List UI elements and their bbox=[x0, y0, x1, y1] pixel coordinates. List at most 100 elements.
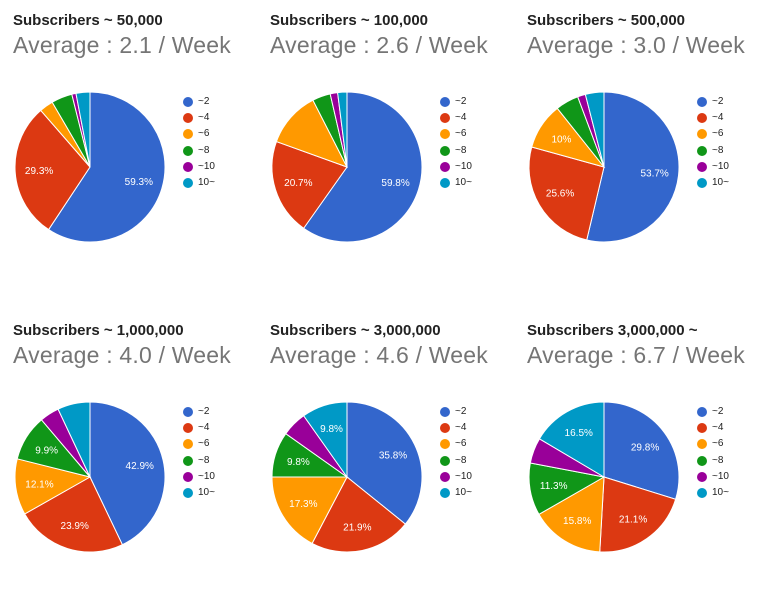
slice-data-label: 53.7% bbox=[640, 168, 668, 179]
legend-label: ~6 bbox=[455, 438, 467, 450]
legend-swatch bbox=[183, 439, 193, 450]
pie-chart: 35.8% 21.9% 17.3% 9.8% 9.8% bbox=[271, 401, 423, 553]
legend-swatch bbox=[440, 471, 450, 482]
chart-title: Subscribers 3,000,000 ~ bbox=[527, 322, 698, 339]
legend-label: ~10 bbox=[712, 160, 729, 172]
legend-label: 10~ bbox=[455, 176, 472, 188]
legend-label: 10~ bbox=[198, 486, 215, 498]
legend-label: ~8 bbox=[712, 144, 724, 156]
legend-swatch bbox=[697, 113, 707, 124]
legend-label: 10~ bbox=[198, 176, 215, 188]
pie-chart-panel: Subscribers ~ 500,000 Average : 3.0 / We… bbox=[527, 12, 761, 292]
pie-chart: 59.3% 29.3% bbox=[14, 91, 166, 243]
pie-slice-4 bbox=[14, 109, 91, 231]
legend-swatch bbox=[440, 487, 450, 498]
legend-swatch bbox=[183, 487, 193, 498]
legend-label: ~4 bbox=[712, 422, 724, 434]
legend-swatch bbox=[440, 439, 450, 450]
chart-title: Subscribers ~ 100,000 bbox=[270, 12, 429, 29]
legend-label: ~8 bbox=[712, 454, 724, 466]
legend-swatch bbox=[440, 407, 450, 417]
legend-label: 10~ bbox=[712, 176, 729, 188]
legend-label: ~2 bbox=[712, 406, 724, 417]
legend-label: ~4 bbox=[712, 112, 724, 124]
legend-label: ~8 bbox=[198, 144, 210, 156]
slice-data-label: 42.9% bbox=[126, 461, 154, 472]
legend-label: ~10 bbox=[198, 470, 215, 482]
slice-data-label: 59.3% bbox=[125, 177, 153, 188]
pie-slice-4 bbox=[528, 146, 605, 241]
slice-data-label: 11.3% bbox=[540, 481, 568, 492]
legend-swatch bbox=[183, 161, 193, 172]
legend-label: ~2 bbox=[198, 96, 210, 107]
pie-slice-2 bbox=[603, 401, 680, 500]
pie-slice-6 bbox=[538, 476, 605, 553]
legend-label: ~6 bbox=[198, 128, 210, 140]
pie-slice-2 bbox=[89, 401, 166, 546]
legend-label: ~8 bbox=[198, 454, 210, 466]
legend-swatch bbox=[440, 129, 450, 140]
legend-swatch bbox=[697, 97, 707, 107]
legend-label: ~2 bbox=[198, 406, 210, 417]
chart-title: Subscribers ~ 1,000,000 bbox=[13, 322, 184, 339]
slice-data-label: 20.7% bbox=[284, 178, 312, 189]
chart-subtitle: Average : 3.0 / Week bbox=[527, 32, 745, 58]
slice-data-label: 29.3% bbox=[25, 166, 53, 177]
pie-chart-panel: Subscribers ~ 1,000,000 Average : 4.0 / … bbox=[13, 322, 263, 602]
legend-swatch bbox=[697, 177, 707, 188]
legend-label: ~2 bbox=[455, 406, 467, 417]
pie-slice-4 bbox=[24, 476, 124, 553]
legend-swatch bbox=[440, 455, 450, 466]
legend-swatch bbox=[440, 97, 450, 107]
legend-swatch bbox=[697, 487, 707, 498]
legend-swatch bbox=[697, 129, 707, 140]
legend-swatch bbox=[440, 161, 450, 172]
pie-slice-2 bbox=[346, 401, 423, 525]
legend-label: 10~ bbox=[455, 486, 472, 498]
legend-label: ~6 bbox=[712, 128, 724, 140]
legend-swatch bbox=[697, 161, 707, 172]
slice-data-label: 35.8% bbox=[379, 451, 407, 462]
legend-label: ~10 bbox=[455, 160, 472, 172]
pie-slice-10 bbox=[57, 401, 91, 478]
slice-data-label: 9.8% bbox=[287, 457, 310, 468]
chart-subtitle: Average : 2.1 / Week bbox=[13, 32, 231, 58]
chart-subtitle: Average : 4.0 / Week bbox=[13, 342, 231, 368]
legend-label: ~2 bbox=[712, 96, 724, 107]
slice-data-label: 17.3% bbox=[289, 499, 317, 510]
chart-title: Subscribers ~ 500,000 bbox=[527, 12, 686, 29]
pie-slice-2 bbox=[586, 91, 680, 243]
legend-label: ~8 bbox=[455, 144, 467, 156]
legend-swatch bbox=[183, 455, 193, 466]
pie-slice-2 bbox=[47, 91, 166, 243]
slice-data-label: 25.6% bbox=[546, 188, 574, 199]
pie-slice-10 bbox=[584, 91, 605, 168]
legend-swatch bbox=[697, 471, 707, 482]
pie-chart-panel: Subscribers ~ 100,000 Average : 2.6 / We… bbox=[270, 12, 520, 292]
legend-label: 10~ bbox=[712, 486, 729, 498]
legend-label: ~10 bbox=[198, 160, 215, 172]
pie-slice-10 bbox=[302, 401, 348, 479]
pie-chart: 42.9% 23.9% 12.1% 9.9% bbox=[14, 401, 166, 553]
legend-swatch bbox=[440, 423, 450, 434]
legend-swatch bbox=[183, 113, 193, 124]
pie-slice-4 bbox=[311, 476, 407, 553]
pie-chart: 59.8% 20.7% bbox=[271, 91, 423, 243]
legend-label: ~10 bbox=[712, 470, 729, 482]
legend-label: ~6 bbox=[712, 438, 724, 450]
legend-swatch bbox=[697, 439, 707, 450]
slice-data-label: 29.8% bbox=[631, 442, 659, 453]
pie-chart: 29.8% 21.1% 15.8% 11.3% 16.5% bbox=[528, 401, 680, 553]
legend-swatch bbox=[183, 471, 193, 482]
legend-label: ~4 bbox=[455, 422, 467, 434]
chart-subtitle: Average : 4.6 / Week bbox=[270, 342, 488, 368]
pie-slice-10 bbox=[538, 401, 605, 478]
legend-swatch bbox=[183, 177, 193, 188]
pie-slice-6 bbox=[271, 476, 348, 545]
legend-label: ~8 bbox=[455, 454, 467, 466]
pie-slice-4 bbox=[271, 140, 348, 229]
chart-title: Subscribers ~ 3,000,000 bbox=[270, 322, 441, 339]
slice-data-label: 12.1% bbox=[25, 479, 53, 490]
legend-label: ~2 bbox=[455, 96, 467, 107]
pie-chart: 53.7% 25.6% 10% bbox=[528, 91, 680, 243]
